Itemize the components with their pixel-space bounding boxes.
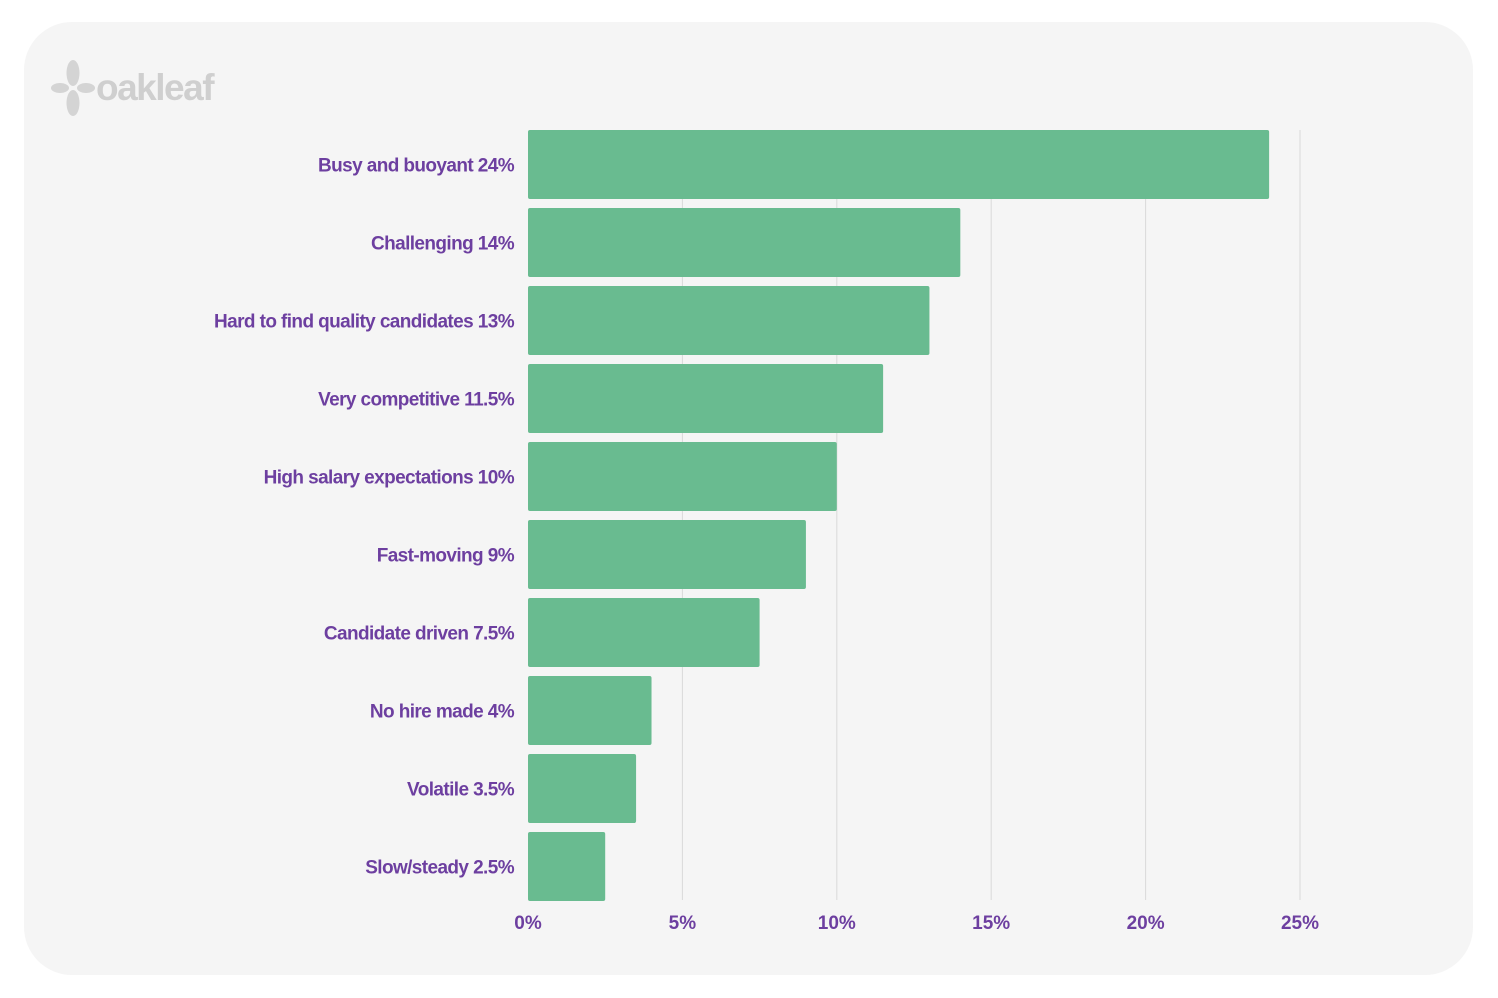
- oakleaf-logo: oakleaf: [50, 58, 215, 118]
- bar: [528, 208, 961, 277]
- category-label: High salary expectations 10%: [264, 468, 515, 489]
- leaf-icon: [51, 60, 95, 116]
- category-label: Volatile 3.5%: [407, 780, 515, 801]
- x-tick-label: 0%: [514, 913, 542, 934]
- bar: [528, 676, 652, 745]
- bar: [528, 598, 760, 667]
- category-label: Slow/steady 2.5%: [365, 858, 515, 879]
- x-tick-label: 15%: [972, 913, 1010, 934]
- category-label: Challenging 14%: [371, 234, 515, 255]
- category-label: Very competitive 11.5%: [318, 390, 515, 411]
- category-label: Busy and buoyant 24%: [318, 156, 515, 177]
- logo-text: oakleaf: [96, 67, 215, 108]
- category-label: Fast-moving 9%: [377, 546, 515, 567]
- x-tick-label: 25%: [1281, 913, 1319, 934]
- category-label: Candidate driven 7.5%: [324, 624, 515, 645]
- bar: [528, 442, 837, 511]
- bars: [528, 130, 1270, 901]
- bar: [528, 520, 806, 589]
- category-label: No hire made 4%: [370, 702, 515, 723]
- bar: [528, 286, 930, 355]
- bar: [528, 130, 1270, 199]
- bar: [528, 832, 606, 901]
- x-tick-label: 5%: [669, 913, 697, 934]
- bar: [528, 364, 884, 433]
- category-labels: Busy and buoyant 24% Challenging 14% Hard …: [214, 156, 515, 879]
- x-tick-label: 10%: [818, 913, 856, 934]
- category-label: Hard to find quality candidates 13%: [214, 312, 515, 333]
- x-tick-label: 20%: [1127, 913, 1165, 934]
- x-axis-ticks: 0% 5% 10% 15% 20% 25%: [514, 913, 1319, 934]
- bar: [528, 754, 637, 823]
